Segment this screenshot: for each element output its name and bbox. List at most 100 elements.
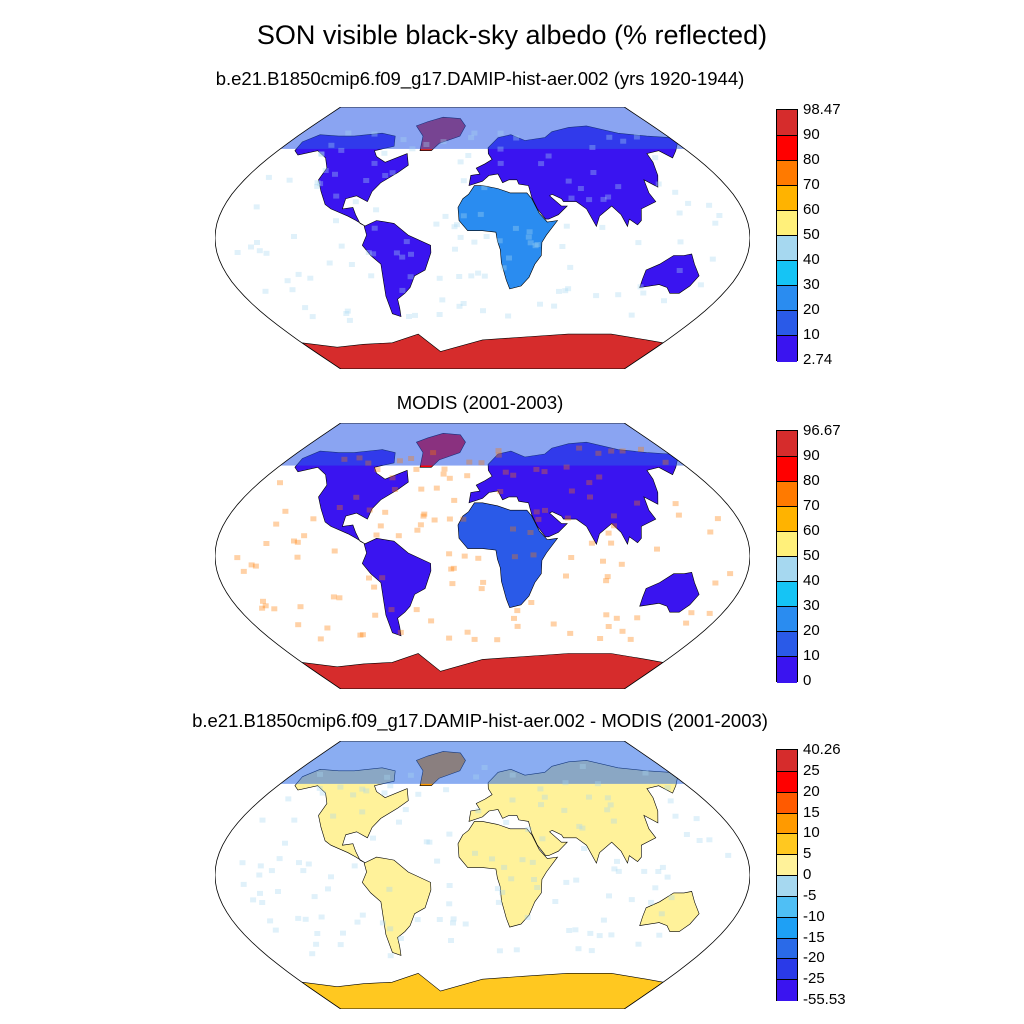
grid-cell <box>377 523 384 529</box>
grid-cell <box>248 562 255 568</box>
grid-cell <box>511 554 518 560</box>
colorbar-tick-label: 40 <box>803 572 820 589</box>
grid-cell <box>366 575 372 581</box>
grid-cell <box>714 516 721 522</box>
grid-cell <box>389 170 396 176</box>
grid-cell <box>359 786 366 792</box>
grid-cell <box>412 312 418 318</box>
colorbar-tick-label: 20 <box>803 622 820 639</box>
colorbar <box>776 749 798 1002</box>
grid-cell <box>595 450 602 456</box>
grid-cell <box>344 308 351 314</box>
colorbar-tick-label: -20 <box>803 949 825 967</box>
grid-cell <box>365 460 372 466</box>
grid-cell <box>326 260 333 266</box>
grid-cell <box>662 459 669 465</box>
grid-cell <box>295 915 302 921</box>
grid-cell <box>672 189 679 195</box>
grid-cell <box>667 798 674 804</box>
grid-cell <box>259 605 266 611</box>
grid-cell <box>350 792 357 798</box>
grid-cell <box>341 456 348 462</box>
map-outline <box>215 423 750 689</box>
grid-cell <box>568 488 575 494</box>
grid-cell <box>371 584 378 590</box>
grid-cell <box>359 912 366 918</box>
colorbar-tick-label: 60 <box>803 522 820 539</box>
grid-cell <box>317 181 324 187</box>
grid-cell <box>234 555 241 561</box>
grid-cell <box>423 142 430 147</box>
grid-cell <box>562 288 569 294</box>
grid-cell <box>317 771 323 777</box>
grid-cell <box>436 917 443 922</box>
grid-cell <box>353 494 360 500</box>
colorbar-tick-label: 40.26 <box>803 741 841 758</box>
grid-cell <box>545 153 552 159</box>
grid-cell <box>388 607 395 613</box>
grid-cell <box>468 135 475 141</box>
grid-cell <box>363 788 370 794</box>
grid-cell <box>460 301 467 306</box>
grid-cell <box>373 207 380 213</box>
grid-cell <box>387 953 394 959</box>
colorbar-tick-label: 60 <box>803 201 820 218</box>
grid-cell <box>272 927 279 933</box>
grid-cell <box>668 895 675 901</box>
grid-cell <box>338 147 345 153</box>
grid-cell <box>328 142 335 148</box>
grid-cell <box>282 508 289 514</box>
grid-cell <box>471 239 478 245</box>
grid-cell <box>563 573 569 579</box>
grid-cell <box>294 554 301 560</box>
grid-cell <box>478 460 485 466</box>
colorbar-segment <box>777 481 797 508</box>
grid-cell <box>638 446 644 452</box>
grid-cell <box>496 238 503 244</box>
grid-cell <box>368 273 375 279</box>
grid-cell <box>563 223 570 229</box>
grid-cell <box>579 764 586 769</box>
grid-cell <box>265 174 272 180</box>
colorbar-tick-label: 96.67 <box>803 422 841 439</box>
grid-cell <box>263 541 270 546</box>
grid-cell <box>628 897 635 903</box>
grid-cell <box>579 825 586 831</box>
grid-cell <box>374 467 381 473</box>
colorbar-tick-label: 20 <box>803 782 820 800</box>
colorbar-segment <box>777 160 797 187</box>
grid-cell <box>348 262 355 267</box>
grid-cell <box>513 947 520 953</box>
grid-cell <box>456 303 463 309</box>
grid-cell <box>386 886 393 892</box>
grid-cell <box>446 901 453 907</box>
grid-cell <box>336 595 343 601</box>
grid-cell <box>440 471 447 477</box>
grid-cell <box>282 840 288 846</box>
grid-cell <box>461 553 468 559</box>
grid-cell <box>495 899 502 905</box>
grid-cell <box>456 274 463 279</box>
grid-cell <box>318 914 325 920</box>
grid-cell <box>357 632 364 638</box>
grid-cell <box>594 781 601 787</box>
grid-cell <box>338 243 345 249</box>
grid-cell <box>291 234 297 239</box>
grid-cell <box>395 533 402 539</box>
grid-cell <box>256 248 263 254</box>
grid-cell <box>387 783 394 789</box>
grid-cell <box>248 244 254 250</box>
grid-cell <box>441 466 448 472</box>
grid-cell <box>511 615 517 621</box>
colorbar-tick-label: 30 <box>803 597 820 614</box>
grid-cell <box>446 635 453 641</box>
grid-cell <box>477 211 484 217</box>
grid-cell <box>330 594 337 600</box>
grid-cell <box>614 858 620 864</box>
grid-cell <box>446 883 453 888</box>
grid-cell <box>389 475 396 481</box>
grid-cell <box>589 145 596 150</box>
grid-cell <box>510 472 517 478</box>
grid-cell <box>559 244 566 249</box>
grid-cell <box>450 916 457 922</box>
